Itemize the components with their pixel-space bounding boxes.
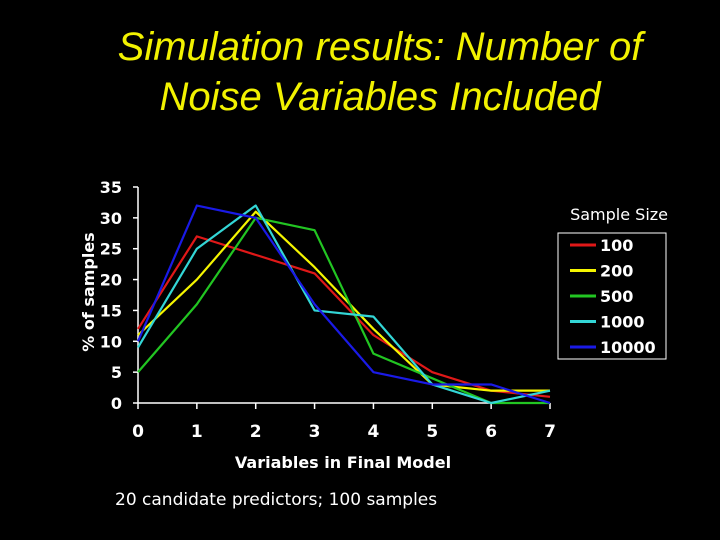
- title-line-1: Simulation results: Number of: [117, 25, 643, 69]
- y-tick-label: 25: [100, 240, 122, 259]
- x-axis-label: Variables in Final Model: [235, 453, 451, 472]
- x-tick-label: 3: [309, 422, 321, 442]
- series-line-10000: [136, 204, 551, 405]
- y-tick-label: 20: [100, 271, 122, 290]
- x-tick-label: 7: [544, 422, 556, 442]
- series-lines: [136, 204, 551, 405]
- y-axis-label: % of samples: [79, 232, 98, 351]
- x-tick-label: 2: [250, 422, 262, 442]
- series-line-100: [137, 235, 551, 398]
- title-line-2: Noise Variables Included: [159, 75, 601, 119]
- legend-label-200: 200: [600, 262, 633, 281]
- legend-label-1000: 1000: [600, 313, 645, 332]
- y-tick-label: 5: [111, 363, 122, 382]
- y-tick-label: 10: [100, 332, 122, 351]
- x-tick-label: 0: [132, 422, 144, 442]
- y-tick-labels: 0 5 10 15 20 25 30 35: [100, 178, 122, 413]
- legend-label-100: 100: [600, 236, 633, 255]
- legend: 100 200 500 1000 10000: [557, 232, 667, 360]
- y-tick-label: 15: [100, 301, 122, 320]
- slide-title: Simulation results: Number of Noise Vari…: [60, 22, 700, 122]
- series-line-200: [137, 210, 550, 392]
- x-tick-label: 6: [485, 422, 497, 442]
- y-tick-label: 0: [111, 394, 122, 413]
- y-tick-label: 30: [100, 209, 122, 228]
- x-tick-label: 1: [191, 422, 203, 442]
- footnote: 20 candidate predictors; 100 samples: [115, 490, 438, 510]
- legend-label-10000: 10000: [600, 338, 656, 357]
- x-tick-label: 4: [368, 422, 380, 442]
- chart-axes: [133, 186, 551, 409]
- legend-title: Sample Size: [570, 205, 668, 224]
- x-tick-label: 5: [426, 422, 438, 442]
- y-tick-label: 35: [100, 178, 122, 197]
- x-tick-labels: 0 1 2 3 4 5 6 7: [132, 422, 556, 442]
- legend-label-500: 500: [600, 287, 633, 306]
- series-line-1000: [137, 204, 551, 405]
